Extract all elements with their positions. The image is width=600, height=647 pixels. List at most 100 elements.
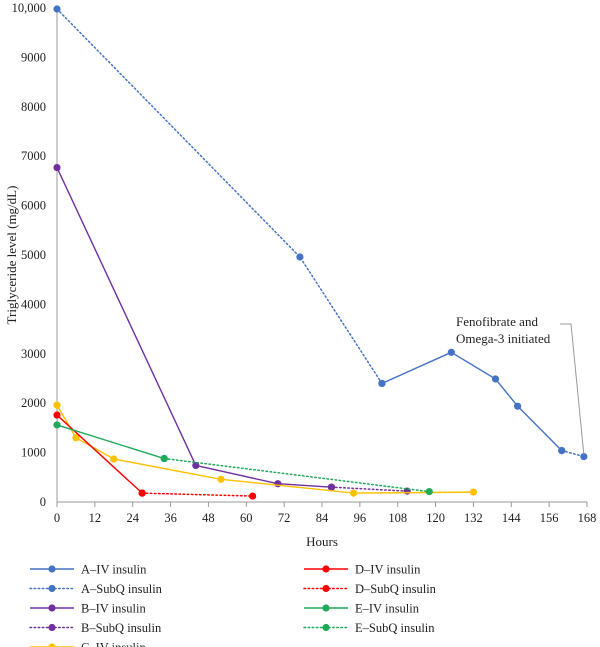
- series-2: [558, 447, 588, 461]
- data-point: [138, 489, 146, 497]
- data-point: [447, 348, 455, 356]
- x-tick-label: 132: [464, 511, 483, 525]
- annotation-text: Fenofibrate and: [456, 314, 538, 329]
- y-tick-label: 3000: [21, 347, 46, 361]
- legend-label: B–SubQ insulin: [81, 621, 162, 635]
- x-tick-label: 60: [240, 511, 253, 525]
- x-axis-title: Hours: [306, 534, 338, 549]
- legend-label: D–SubQ insulin: [355, 582, 437, 596]
- series-line: [381, 351, 563, 452]
- y-tick-label: 10,000: [12, 1, 46, 15]
- series-line: [56, 414, 143, 494]
- data-point: [425, 488, 433, 496]
- series-line: [561, 449, 585, 458]
- legend: A–IV insulin A–SubQ insulin B–IV insulin B–…: [29, 563, 437, 647]
- legend-swatch-marker: [322, 604, 330, 612]
- legend-swatch-marker: [322, 623, 330, 632]
- legend-label: E–SubQ insulin: [355, 621, 435, 635]
- annotation-layer: Fenofibrate and Omega-3 initiated: [456, 314, 585, 455]
- legend-swatch-marker: [322, 584, 330, 593]
- y-tick-label: 0: [40, 495, 46, 509]
- x-tick-label: 36: [164, 511, 177, 525]
- data-point: [274, 480, 282, 488]
- legend-label: D–IV insulin: [355, 563, 421, 577]
- series-line: [56, 8, 383, 385]
- data-point: [296, 253, 304, 261]
- legend-item: B–IV insulin: [30, 602, 146, 616]
- legend-swatch-marker: [322, 565, 330, 573]
- y-tick-label: 1000: [21, 446, 46, 460]
- x-tick-label: 12: [89, 511, 102, 525]
- data-point: [160, 454, 168, 463]
- data-point: [53, 411, 61, 419]
- y-tick-label: 2000: [21, 396, 46, 410]
- legend-item: A–SubQ insulin: [29, 582, 163, 596]
- series-0: [378, 348, 566, 455]
- data-point: [378, 379, 386, 388]
- y-tick-label: 9000: [21, 50, 46, 64]
- y-tick-label: 7000: [21, 149, 46, 163]
- data-point: [53, 401, 61, 409]
- data-point: [349, 489, 358, 497]
- series-3: [53, 163, 336, 491]
- legend-item: D–IV insulin: [304, 563, 421, 577]
- x-tick-label: 156: [540, 511, 559, 525]
- legend-label: A–IV insulin: [81, 563, 147, 577]
- legend-swatch-marker: [48, 604, 56, 612]
- axes: 0 1000 2000 3000 4000 5000 6000 7000 8000 9000 10,…: [4, 1, 596, 549]
- legend-swatch-marker: [48, 584, 56, 593]
- data-point: [327, 483, 336, 491]
- x-tick-label: 48: [202, 511, 215, 525]
- legend-label: B–IV insulin: [81, 602, 146, 616]
- legend-label: E–IV insulin: [355, 602, 420, 616]
- data-point: [217, 475, 225, 483]
- data-point: [110, 455, 118, 463]
- series-line: [330, 486, 408, 492]
- data-point: [53, 163, 61, 172]
- legend-item: C–IV insulin: [30, 641, 146, 647]
- data-point: [491, 375, 500, 383]
- data-point: [53, 5, 61, 13]
- series-line: [141, 492, 254, 497]
- legend-label: C–IV insulin: [81, 641, 146, 647]
- x-tick-label: 96: [354, 511, 367, 525]
- legend-item: A–IV insulin: [30, 563, 147, 577]
- y-axis-title: Triglyceride level (mg/dL): [4, 186, 19, 325]
- series-6: [53, 411, 146, 497]
- x-tick-label: 84: [316, 511, 329, 525]
- series-layer: [53, 5, 588, 500]
- data-point: [469, 488, 478, 496]
- x-tick-label: 144: [502, 511, 522, 525]
- legend-item: E–IV insulin: [304, 602, 420, 616]
- data-point: [558, 447, 566, 455]
- series-7: [138, 489, 257, 500]
- x-tick-label: 168: [578, 511, 597, 525]
- legend-item: E–SubQ insulin: [303, 621, 435, 635]
- data-point: [248, 492, 257, 500]
- y-tick-label: 8000: [21, 100, 46, 114]
- data-point: [580, 452, 588, 461]
- y-tick-label: 6000: [21, 199, 46, 213]
- annotation-text: Omega-3 initiated: [456, 331, 551, 346]
- series-5: [53, 401, 478, 497]
- legend-item: D–SubQ insulin: [303, 582, 437, 596]
- x-tick-label: 24: [126, 511, 139, 525]
- x-tick-label: 0: [54, 511, 60, 525]
- legend-swatch-marker: [48, 565, 56, 573]
- legend-label: A–SubQ insulin: [81, 582, 163, 596]
- data-point: [513, 402, 522, 410]
- data-point: [192, 461, 200, 470]
- series-1: [53, 5, 386, 388]
- series-line: [56, 404, 474, 494]
- x-tick-label: 108: [388, 511, 407, 525]
- legend-item: B–SubQ insulin: [29, 621, 162, 635]
- series-line: [56, 424, 165, 460]
- annotation-leader-line: [560, 323, 585, 455]
- legend-swatch-marker: [48, 643, 56, 647]
- series-9: [160, 454, 433, 496]
- data-point: [53, 421, 61, 429]
- x-tick-label: 120: [426, 511, 445, 525]
- x-tick-label: 72: [278, 511, 291, 525]
- series-line: [56, 167, 332, 488]
